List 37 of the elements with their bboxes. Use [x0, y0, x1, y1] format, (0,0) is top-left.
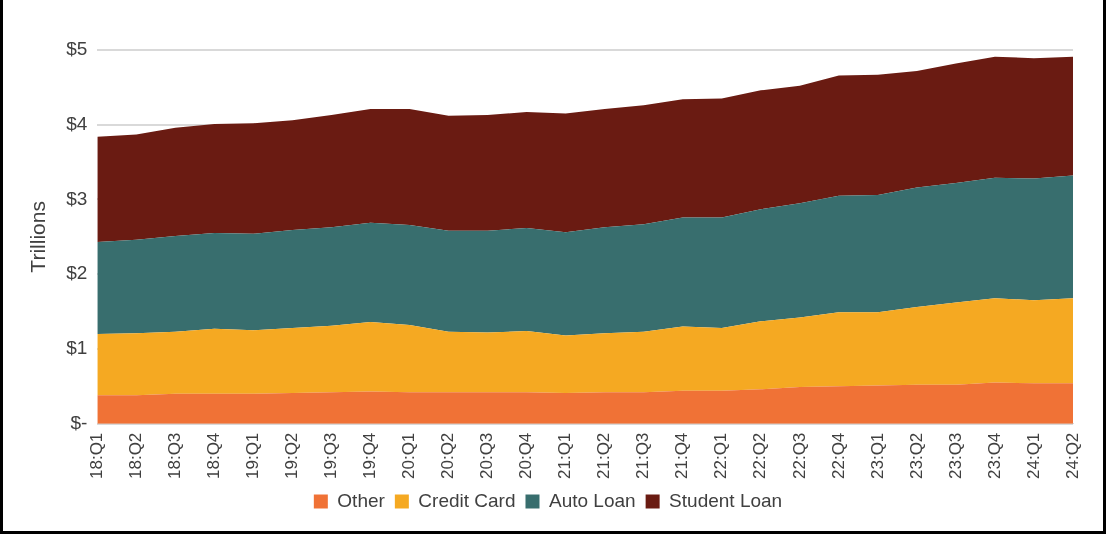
y-tick-label: $5	[66, 38, 88, 60]
legend-label: Student Loan	[669, 489, 783, 511]
x-tick-label: 23:Q1	[867, 432, 887, 479]
x-tick-label: 18:Q4	[204, 432, 224, 479]
x-tick-label: 23:Q4	[984, 432, 1004, 479]
x-tick-label: 22:Q3	[789, 432, 809, 479]
legend-label: Credit Card	[418, 489, 516, 511]
x-tick-label: 21:Q3	[633, 432, 653, 479]
y-tick-label: $4	[66, 112, 88, 134]
x-tick-label: 24:Q1	[1023, 432, 1043, 479]
x-tick-label: 19:Q3	[321, 432, 341, 479]
x-tick-label: 20:Q3	[477, 432, 497, 479]
x-tick-label: 21:Q2	[594, 432, 614, 479]
x-tick-label: 21:Q4	[672, 432, 692, 479]
legend-label: Other	[337, 489, 386, 511]
y-axis-title: Trillions	[26, 201, 50, 273]
x-tick-label: 18:Q1	[87, 432, 107, 479]
legend-label: Auto Loan	[548, 489, 636, 511]
x-tick-label: 22:Q4	[828, 432, 848, 479]
y-tick-label: $-	[70, 411, 88, 433]
y-tick-label: $1	[66, 337, 88, 359]
x-tick-label: 19:Q2	[282, 432, 302, 479]
x-tick-label: 20:Q4	[516, 432, 536, 479]
x-tick-label: 21:Q1	[555, 432, 575, 479]
x-tick-label: 19:Q1	[243, 432, 263, 479]
x-tick-label: 20:Q2	[438, 432, 458, 479]
y-tick-label: $2	[66, 262, 88, 284]
x-tick-label: 18:Q2	[126, 432, 146, 479]
x-tick-label: 23:Q2	[906, 432, 926, 479]
x-tick-label: 22:Q1	[711, 432, 731, 479]
x-tick-label: 22:Q2	[750, 432, 770, 479]
y-tick-label: $3	[66, 187, 88, 209]
x-tick-label: 23:Q3	[945, 432, 965, 479]
x-tick-label: 20:Q1	[399, 432, 419, 479]
x-tick-label: 24:Q2	[1062, 432, 1082, 479]
x-tick-label: 19:Q4	[360, 432, 380, 479]
x-tick-label: 18:Q3	[165, 432, 185, 479]
